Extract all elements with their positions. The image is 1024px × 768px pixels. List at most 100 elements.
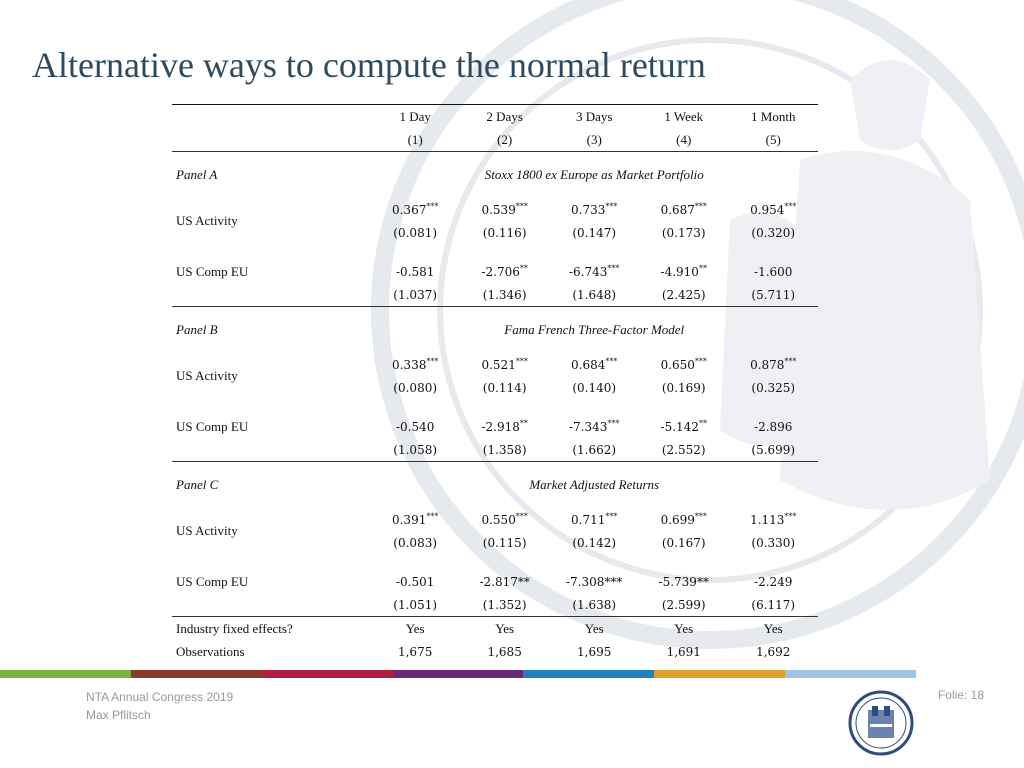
significance-stars: *** [426, 201, 439, 211]
coefficient: -7.343 [568, 419, 608, 434]
column-label: 1 Month [728, 104, 818, 128]
table-row: US Comp EU -0.581 -2.706** -6.743*** -4.… [172, 260, 818, 283]
standard-error: (2.425) [638, 283, 729, 307]
table-cell: Yes [584, 620, 604, 636]
standard-error: (0.147) [572, 225, 617, 240]
column-number: (1) [370, 128, 460, 152]
coefficient: -6.743 [568, 264, 608, 279]
observations-row: Observations 1,675 1,685 1,695 1,691 1,6… [172, 640, 818, 663]
column-number: (5) [728, 128, 818, 152]
coefficient: -2.918 [481, 419, 520, 434]
table-cell: 1,691 [666, 644, 701, 659]
column-header-row: 1 Day 2 Days 3 Days 1 Week 1 Month [172, 104, 818, 128]
significance-stars: ** [519, 418, 528, 428]
university-seal-logo [848, 690, 914, 756]
row-label: US Activity [176, 368, 238, 383]
table-cell: Yes [405, 620, 425, 636]
standard-error: (2.599) [638, 593, 729, 617]
significance-stars: *** [605, 356, 618, 366]
standard-error: (0.167) [661, 535, 706, 550]
panel-a-header: Panel A Stoxx 1800 ex Europe as Market P… [172, 152, 818, 199]
coefficient: 0.711 [571, 512, 606, 527]
footer-info: NTA Annual Congress 2019 Max Pflitsch [86, 688, 233, 724]
panel-c-header: Panel C Market Adjusted Returns [172, 462, 818, 509]
significance-stars: *** [607, 263, 620, 273]
table-cell: 1,685 [487, 644, 522, 659]
significance-stars: *** [784, 511, 797, 521]
table-cell: Yes [495, 620, 515, 636]
table-cell: 1,675 [397, 644, 433, 659]
panel-title: Stoxx 1800 ex Europe as Market Portfolio [484, 167, 704, 182]
coefficient: -0.581 [395, 264, 435, 279]
column-number: (3) [549, 128, 639, 152]
row-label: US Comp EU [176, 418, 249, 434]
seal-watermark [371, 0, 1024, 649]
coefficient: 1.113 [750, 512, 785, 527]
standard-error: (1.037) [370, 283, 460, 307]
stripe-segment [130, 670, 262, 678]
stripe-segment [654, 670, 786, 678]
panel-label: Panel C [176, 477, 219, 492]
standard-error: (0.116) [482, 225, 527, 240]
table-row: US Activity 0.367*** 0.539*** 0.733*** 0… [172, 198, 818, 228]
fixed-effects-row: Industry fixed effects? Yes Yes Yes Yes … [172, 617, 818, 641]
standard-error: (0.320) [751, 225, 796, 240]
row-label: US Activity [176, 523, 238, 538]
standard-error: (0.114) [482, 380, 527, 395]
coefficient: 0.391 [391, 512, 427, 527]
row-label: Industry fixed effects? [176, 620, 293, 636]
column-label: 3 Days [549, 104, 639, 128]
column-label: 2 Days [459, 104, 550, 128]
coefficient: 0.650 [660, 357, 695, 372]
coefficient: 0.539 [481, 202, 516, 217]
slide-title: Alternative ways to compute the normal r… [32, 45, 706, 85]
column-number: (2) [459, 128, 550, 152]
standard-error: (0.169) [661, 380, 706, 395]
standard-error: (0.083) [393, 535, 438, 550]
column-label: 1 Week [638, 104, 729, 128]
row-label: US Activity [176, 213, 238, 228]
coefficient: 0.521 [481, 357, 516, 372]
coefficient: 0.954 [750, 202, 785, 217]
table-cell: Yes [674, 620, 694, 636]
coefficient: -5.142 [660, 419, 699, 434]
stripe-segment [261, 670, 393, 678]
table-row: US Comp EU -0.501 -2.817** -7.308*** -5.… [172, 570, 818, 593]
standard-error: (1.346) [459, 283, 550, 307]
panel-label: Panel B [176, 322, 218, 337]
results-table: 1 Day 2 Days 3 Days 1 Week 1 Month (1) (… [172, 104, 818, 663]
significance-stars: *** [694, 511, 707, 521]
significance-stars: *** [607, 418, 620, 428]
standard-error: (0.140) [572, 380, 617, 395]
coefficient: 0.699 [660, 512, 695, 527]
significance-stars: ** [519, 263, 528, 273]
panel-b-header: Panel B Fama French Three-Factor Model [172, 307, 818, 354]
coefficient: 0.684 [571, 357, 606, 372]
panel-label: Panel A [176, 167, 218, 182]
significance-stars: *** [515, 511, 528, 521]
row-label: Observations [176, 643, 245, 659]
column-number-row: (1) (2) (3) (4) (5) [172, 128, 818, 152]
significance-stars: *** [605, 201, 618, 211]
standard-error: (5.711) [728, 283, 818, 307]
standard-error: (1.058) [370, 438, 460, 462]
row-label: US Comp EU [176, 263, 249, 279]
standard-error: (1.051) [370, 593, 460, 617]
standard-error: (6.117) [728, 593, 818, 617]
standard-error: (1.358) [459, 438, 550, 462]
table-row: (1.037) (1.346) (1.648) (2.425) (5.711) [172, 283, 818, 307]
coefficient: -2.706 [481, 264, 520, 279]
standard-error: (0.330) [751, 535, 796, 550]
row-label: US Comp EU [176, 573, 249, 589]
table-row: (1.051) (1.352) (1.638) (2.599) (6.117) [172, 593, 818, 617]
standard-error: (0.080) [393, 380, 438, 395]
significance-stars: *** [605, 511, 618, 521]
coefficient: -2.817** [479, 574, 530, 589]
significance-stars: *** [515, 201, 528, 211]
table-cell: 1,695 [577, 644, 612, 659]
significance-stars: *** [426, 511, 439, 521]
coefficient: -2.249 [754, 574, 793, 589]
coefficient: -5.739** [658, 574, 709, 589]
table-row: (1.058) (1.358) (1.662) (2.552) (5.699) [172, 438, 818, 462]
coefficient: 0.878 [750, 357, 785, 372]
